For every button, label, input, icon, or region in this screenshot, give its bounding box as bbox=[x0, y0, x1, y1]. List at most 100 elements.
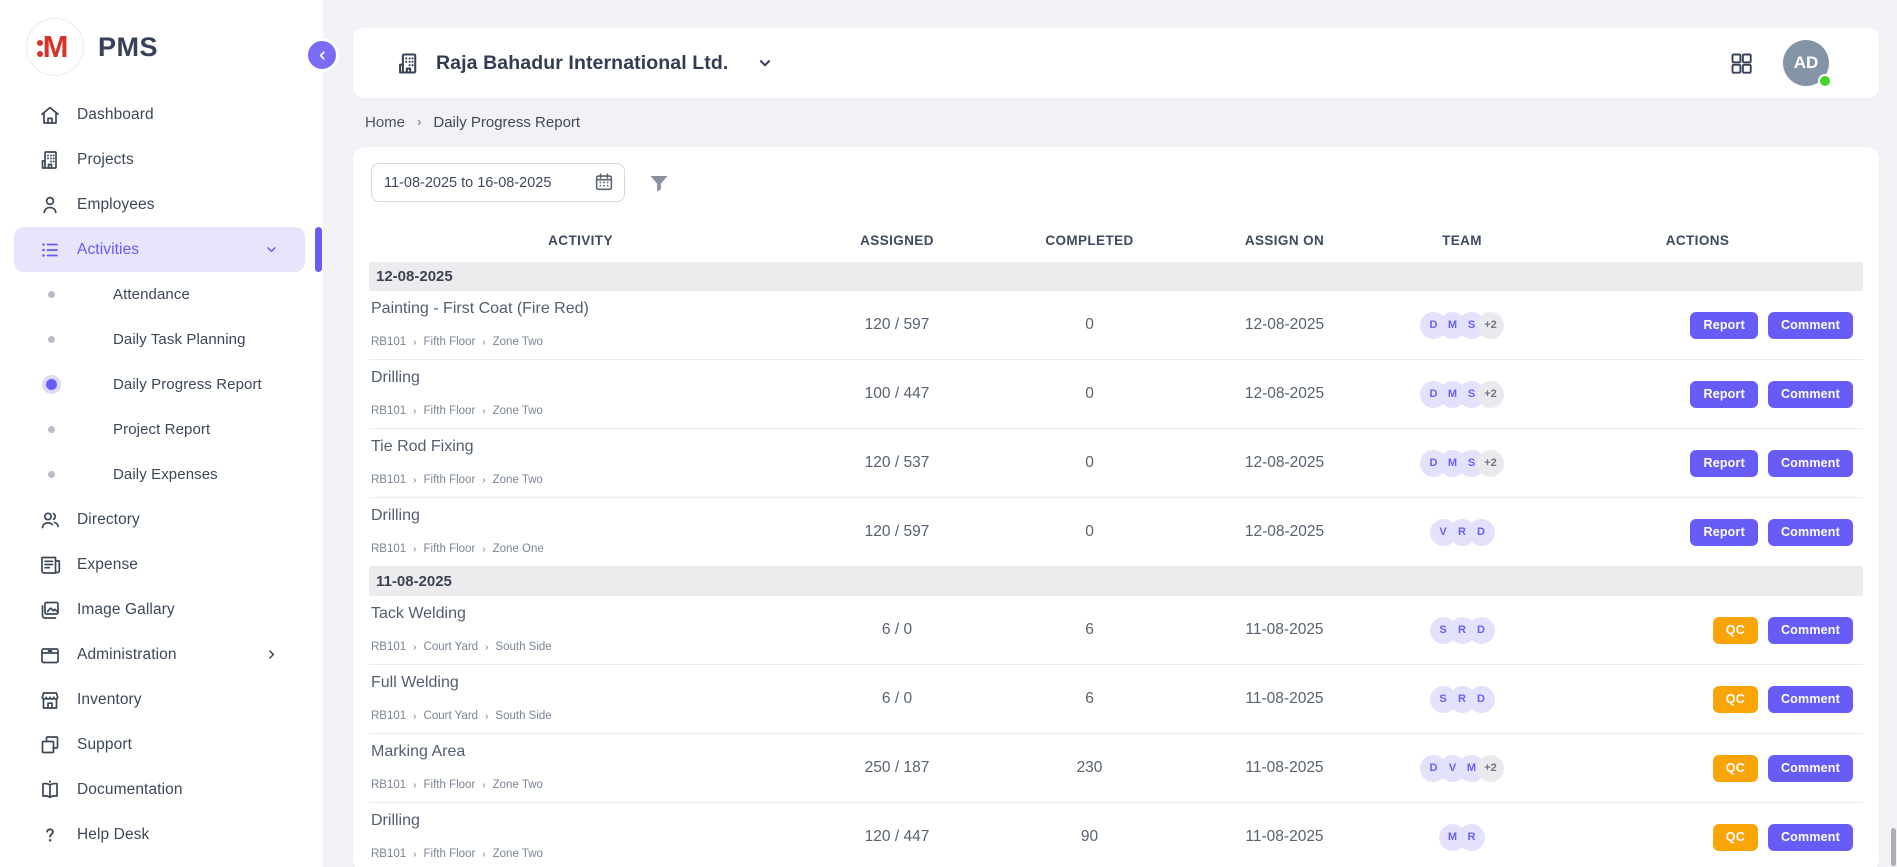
chevron-right-icon: › bbox=[485, 711, 488, 722]
team-overflow-badge: +2 bbox=[1477, 450, 1504, 477]
path-segment: RB101 bbox=[371, 848, 406, 860]
nav-label: Activities bbox=[77, 241, 139, 259]
activity-cell: DrillingRB101›Fifth Floor›Zone Two bbox=[369, 360, 792, 428]
nav-label: Administration bbox=[77, 646, 177, 664]
activity-title: Marking Area bbox=[371, 743, 782, 761]
sidebar-subitem-project-report[interactable]: Project Report bbox=[14, 407, 305, 452]
sidebar-item-help-desk[interactable]: Help Desk bbox=[14, 812, 305, 857]
report-button[interactable]: Report bbox=[1690, 450, 1757, 477]
chevron-right-icon: › bbox=[413, 475, 416, 486]
bullet-icon bbox=[48, 471, 55, 478]
date-group-header: 12-08-2025 bbox=[369, 262, 1863, 291]
comment-button[interactable]: Comment bbox=[1768, 686, 1853, 713]
activity-cell: DrillingRB101›Fifth Floor›Zone One bbox=[369, 498, 792, 566]
nav-label: Image Gallary bbox=[77, 601, 175, 619]
user-avatar[interactable]: AD bbox=[1783, 40, 1829, 86]
qc-button[interactable]: QC bbox=[1713, 824, 1758, 851]
comment-button[interactable]: Comment bbox=[1768, 617, 1853, 644]
team-member-badge: R bbox=[1458, 824, 1485, 851]
store-icon bbox=[38, 688, 62, 712]
row-actions: QC Comment bbox=[1532, 617, 1863, 644]
filter-funnel-icon[interactable] bbox=[647, 171, 671, 195]
report-button[interactable]: Report bbox=[1690, 381, 1757, 408]
sidebar-item-directory[interactable]: Directory bbox=[14, 497, 305, 542]
sidebar-item-activities[interactable]: Activities bbox=[14, 227, 305, 272]
apps-grid-icon[interactable] bbox=[1728, 50, 1755, 77]
sidebar-subitem-daily-task-planning[interactable]: Daily Task Planning bbox=[14, 317, 305, 362]
assign-on-date: 12-08-2025 bbox=[1177, 454, 1392, 472]
qc-button[interactable]: QC bbox=[1713, 755, 1758, 782]
table-row: Tie Rod FixingRB101›Fifth Floor›Zone Two… bbox=[369, 429, 1863, 498]
gallery-icon bbox=[38, 598, 62, 622]
activity-title: Drilling bbox=[371, 369, 782, 387]
avatar-initials: AD bbox=[1794, 53, 1819, 73]
path-segment: RB101 bbox=[371, 641, 406, 653]
activity-cell: Tie Rod FixingRB101›Fifth Floor›Zone Two bbox=[369, 429, 792, 497]
activity-cell: Painting - First Coat (Fire Red)RB101›Fi… bbox=[369, 291, 792, 359]
nav-label: Dashboard bbox=[77, 106, 154, 124]
report-button[interactable]: Report bbox=[1690, 312, 1757, 339]
date-range-input[interactable] bbox=[371, 163, 625, 202]
app-name: PMS bbox=[98, 32, 158, 63]
sidebar-subitem-daily-progress-report[interactable]: Daily Progress Report bbox=[14, 362, 305, 407]
comment-button[interactable]: Comment bbox=[1768, 312, 1853, 339]
comment-button[interactable]: Comment bbox=[1768, 824, 1853, 851]
online-status-dot bbox=[1818, 74, 1832, 88]
path-segment: Fifth Floor bbox=[424, 405, 476, 417]
assigned-value: 250 / 187 bbox=[792, 759, 1002, 777]
help-icon bbox=[38, 823, 62, 847]
sidebar-item-inventory[interactable]: Inventory bbox=[14, 677, 305, 722]
activity-path: RB101›Court Yard›South Side bbox=[371, 710, 782, 722]
comment-button[interactable]: Comment bbox=[1768, 381, 1853, 408]
path-segment: Zone Two bbox=[493, 474, 543, 486]
chevron-right-icon: › bbox=[413, 406, 416, 417]
chevron-right-icon: › bbox=[482, 406, 485, 417]
chevron-right-icon: › bbox=[482, 780, 485, 791]
sidebar-item-documentation[interactable]: Documentation bbox=[14, 767, 305, 812]
assigned-value: 120 / 537 bbox=[792, 454, 1002, 472]
team-overflow-badge: +2 bbox=[1477, 312, 1504, 339]
sidebar-collapse-button[interactable] bbox=[305, 38, 339, 72]
sidebar-item-image-gallary[interactable]: Image Gallary bbox=[14, 587, 305, 632]
qc-button[interactable]: QC bbox=[1713, 686, 1758, 713]
app-logo[interactable]: M PMS bbox=[0, 0, 323, 90]
sidebar-item-employees[interactable]: Employees bbox=[14, 182, 305, 227]
comment-button[interactable]: Comment bbox=[1768, 450, 1853, 477]
building-icon bbox=[395, 50, 422, 77]
breadcrumb-home-link[interactable]: Home bbox=[365, 114, 405, 131]
path-segment: RB101 bbox=[371, 474, 406, 486]
path-segment: South Side bbox=[495, 641, 551, 653]
sidebar-item-dashboard[interactable]: Dashboard bbox=[14, 92, 305, 137]
scrollbar-thumb[interactable] bbox=[1891, 828, 1896, 866]
bullet-icon bbox=[46, 379, 57, 390]
report-button[interactable]: Report bbox=[1690, 519, 1757, 546]
path-segment: Zone Two bbox=[493, 405, 543, 417]
activity-title: Drilling bbox=[371, 507, 782, 525]
sidebar-item-projects[interactable]: Projects bbox=[14, 137, 305, 182]
sidebar-subitem-daily-expenses[interactable]: Daily Expenses bbox=[14, 452, 305, 497]
sidebar-item-administration[interactable]: Administration bbox=[14, 632, 305, 677]
activity-path: RB101›Court Yard›South Side bbox=[371, 641, 782, 653]
chevron-right-icon: › bbox=[413, 711, 416, 722]
activity-path: RB101›Fifth Floor›Zone Two bbox=[371, 336, 782, 348]
nav-label: Project Report bbox=[113, 421, 210, 438]
activity-title: Drilling bbox=[371, 812, 782, 830]
path-segment: South Side bbox=[495, 710, 551, 722]
team-overflow-badge: +2 bbox=[1477, 755, 1504, 782]
completed-value: 230 bbox=[1002, 759, 1177, 777]
sidebar-item-expense[interactable]: Expense bbox=[14, 542, 305, 587]
comment-button[interactable]: Comment bbox=[1768, 755, 1853, 782]
date-range-field bbox=[371, 163, 625, 202]
sidebar-subitem-attendance[interactable]: Attendance bbox=[14, 272, 305, 317]
team-avatars: VRD bbox=[1392, 519, 1532, 546]
assign-on-date: 12-08-2025 bbox=[1177, 385, 1392, 403]
comment-button[interactable]: Comment bbox=[1768, 519, 1853, 546]
nav-label: Daily Expenses bbox=[113, 466, 218, 483]
company-selector[interactable]: Raja Bahadur International Ltd. bbox=[395, 50, 774, 77]
assigned-value: 6 / 0 bbox=[792, 690, 1002, 708]
qc-button[interactable]: QC bbox=[1713, 617, 1758, 644]
completed-value: 6 bbox=[1002, 621, 1177, 639]
copy-icon bbox=[38, 733, 62, 757]
nav-label: Documentation bbox=[77, 781, 183, 799]
sidebar-item-support[interactable]: Support bbox=[14, 722, 305, 767]
